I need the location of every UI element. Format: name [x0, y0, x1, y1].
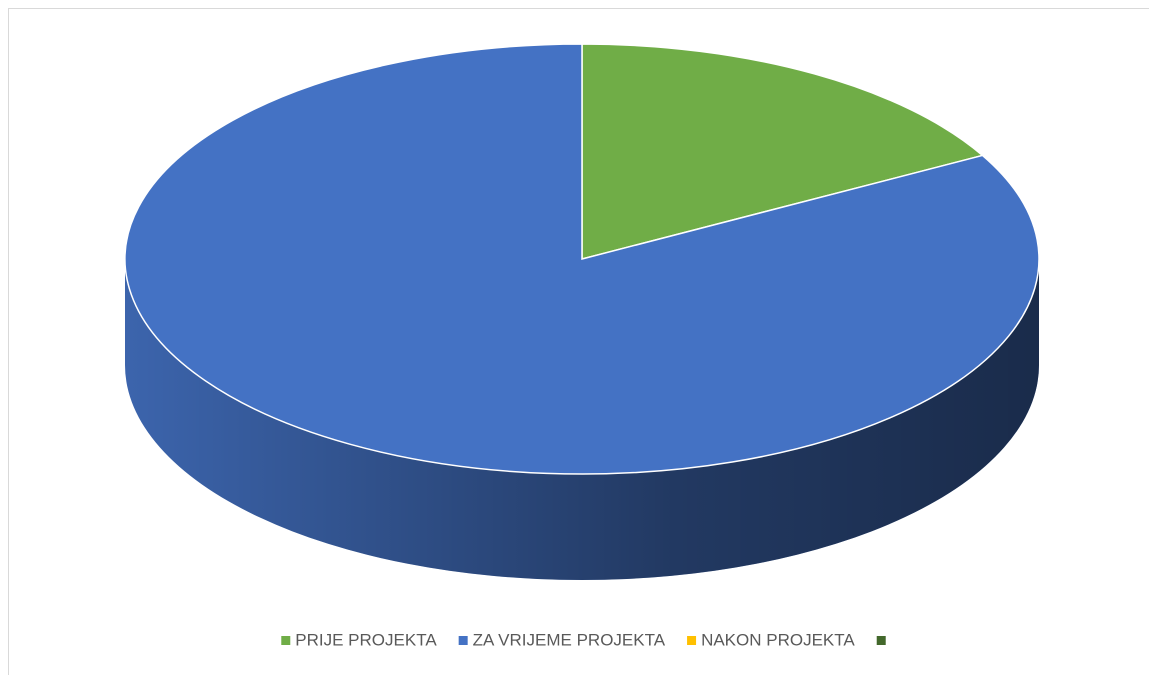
legend: PRIJE PROJEKTA ZA VRIJEME PROJEKTA NAKON P…: [281, 630, 886, 649]
legend-marker: [687, 636, 697, 645]
legend-label: PRIJE PROJEKTA: [295, 630, 437, 649]
slice: [581, 43, 985, 260]
legend-label: NAKON PROJEKTA: [701, 630, 855, 649]
legend-marker: [876, 636, 886, 645]
legend-marker: [458, 636, 468, 645]
legend-label: ZA VRIJEME PROJEKTA: [473, 630, 666, 649]
side-shade: [125, 259, 1039, 580]
chart-border: [8, 8, 1149, 675]
pie: [124, 43, 1040, 580]
legend-marker: [281, 636, 291, 645]
slice: [124, 43, 1040, 475]
